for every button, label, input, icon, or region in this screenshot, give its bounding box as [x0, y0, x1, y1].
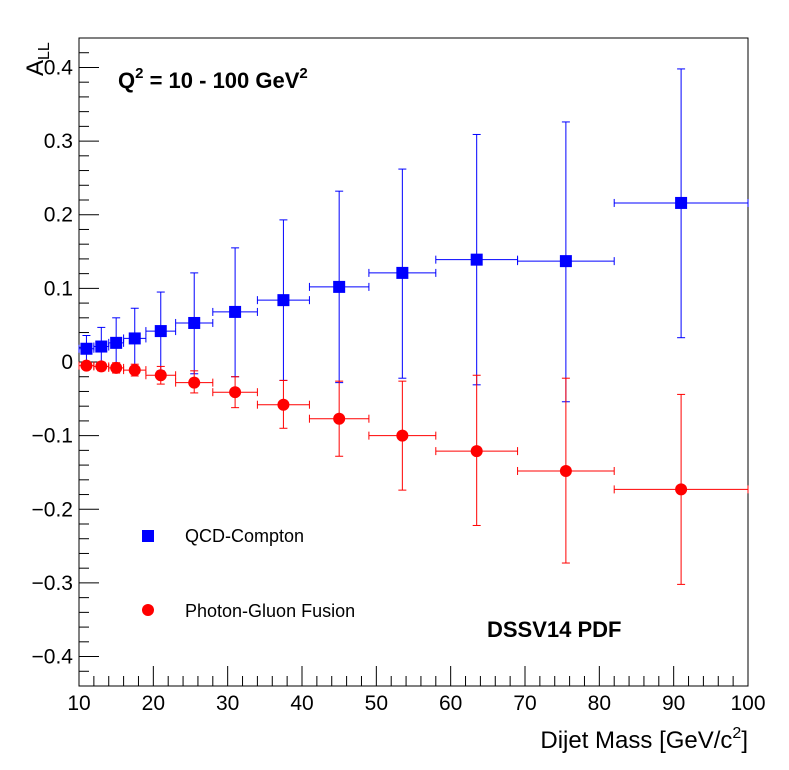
x-tick-label: 80 — [588, 692, 611, 715]
label-layer: Q2 = 10 - 100 GeV2 DSSV14 PDF ALL Dijet … — [22, 42, 748, 754]
series-photon-gluon-fusion — [78, 359, 749, 585]
y-tick-label: 0.1 — [44, 277, 73, 300]
data-point-qcd-compton — [470, 253, 483, 266]
x-tick-label: 70 — [513, 692, 536, 715]
x-tick-label: 10 — [67, 692, 90, 715]
data-point-photon-gluon-fusion — [95, 360, 108, 373]
y-tick-label: 0.2 — [44, 204, 73, 227]
y-tick-label: 0 — [61, 351, 73, 374]
series-qcd-compton — [78, 68, 749, 403]
data-point-photon-gluon-fusion — [559, 464, 572, 477]
data-point-qcd-compton — [80, 342, 93, 355]
x-tick-label: 90 — [662, 692, 685, 715]
data-point-photon-gluon-fusion — [188, 376, 201, 389]
y-tick-label: −0.2 — [32, 498, 73, 521]
y-tick-label: 0.4 — [44, 56, 74, 79]
x-tick-label: 20 — [142, 692, 165, 715]
legend-label-photon-gluon-fusion: Photon-Gluon Fusion — [185, 601, 355, 621]
data-point-qcd-compton — [128, 332, 141, 345]
data-point-photon-gluon-fusion — [470, 445, 483, 458]
data-point-photon-gluon-fusion — [110, 361, 123, 374]
series-layer — [78, 68, 749, 585]
legend-label-qcd-compton: QCD-Compton — [185, 526, 304, 546]
data-point-photon-gluon-fusion — [396, 429, 409, 442]
legend: QCD-Compton Photon-Gluon Fusion — [142, 526, 355, 621]
y-axis-title: ALL — [22, 42, 53, 76]
x-tick-label: 40 — [290, 692, 313, 715]
tick-layer: 10 20 30 40 50 60 70 80 90 100 −0.4 −0.3 −0.2 −0.1 0 0.… — [32, 37, 766, 715]
data-point-qcd-compton — [277, 294, 290, 307]
data-point-qcd-compton — [229, 305, 242, 318]
data-point-photon-gluon-fusion — [80, 359, 93, 372]
data-point-qcd-compton — [188, 316, 201, 329]
y-tick-label: −0.1 — [32, 425, 73, 448]
data-point-photon-gluon-fusion — [333, 412, 346, 425]
x-tick-label: 60 — [439, 692, 462, 715]
legend-marker-photon-gluon-fusion — [142, 604, 154, 616]
data-point-photon-gluon-fusion — [675, 483, 688, 496]
x-axis-title: Dijet Mass [GeV/c2] — [540, 725, 748, 754]
x-tick-label: 100 — [730, 692, 765, 715]
data-point-qcd-compton — [559, 255, 572, 268]
data-point-photon-gluon-fusion — [128, 364, 141, 377]
data-point-qcd-compton — [333, 280, 346, 293]
data-point-qcd-compton — [675, 196, 688, 209]
plot-frame — [78, 37, 749, 687]
q2-annotation: Q2 = 10 - 100 GeV2 — [118, 65, 308, 93]
data-point-photon-gluon-fusion — [229, 386, 242, 399]
data-point-photon-gluon-fusion — [154, 369, 167, 382]
data-point-photon-gluon-fusion — [277, 398, 290, 411]
y-tick-label: 0.3 — [44, 130, 73, 153]
y-tick-label: −0.4 — [32, 646, 74, 669]
y-tick-label: −0.3 — [32, 572, 73, 595]
legend-marker-qcd-compton — [142, 530, 154, 542]
data-point-qcd-compton — [396, 266, 409, 279]
pdf-annotation: DSSV14 PDF — [487, 617, 622, 642]
data-point-qcd-compton — [154, 325, 167, 338]
x-tick-label: 30 — [216, 692, 239, 715]
x-tick-label: 50 — [365, 692, 388, 715]
plot-frame-layer — [78, 37, 749, 687]
data-point-qcd-compton — [95, 340, 108, 353]
data-point-qcd-compton — [110, 336, 123, 349]
